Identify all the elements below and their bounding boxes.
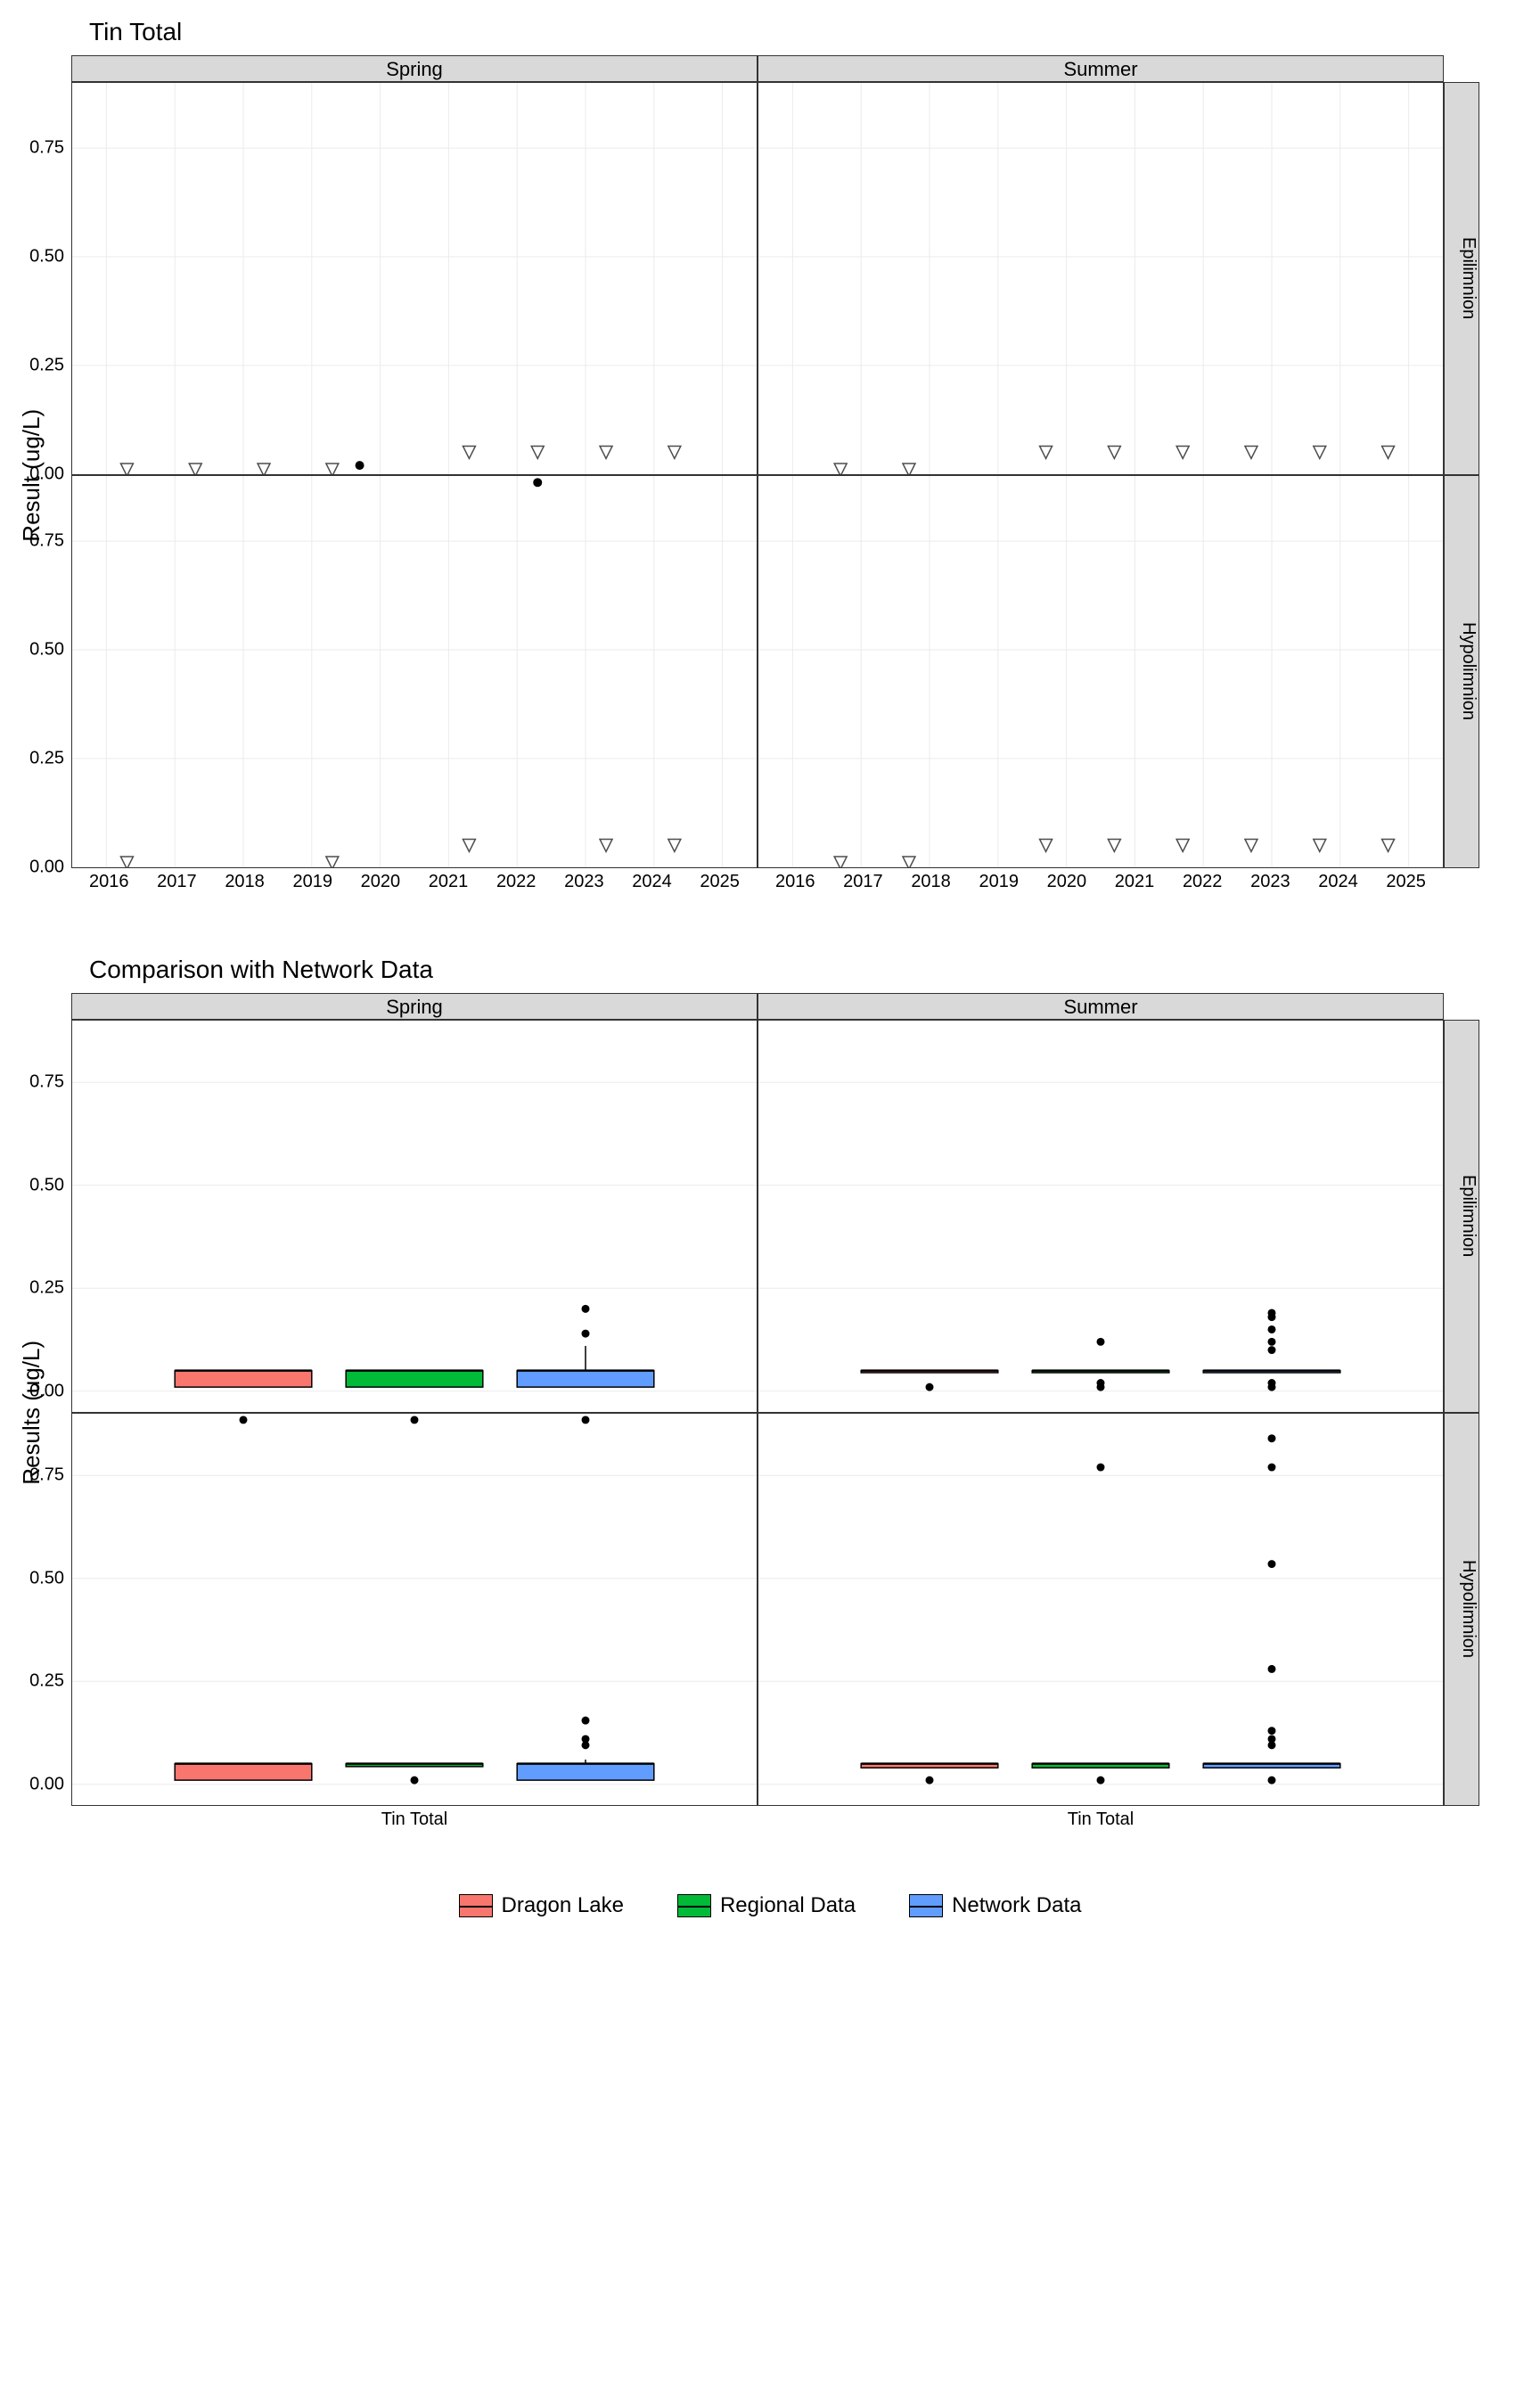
panel2-spring-epi: 0.000.250.500.75 — [71, 1020, 758, 1413]
chart1-xaxis-right: 2016201720182019202020212022202320242025 — [758, 868, 1444, 904]
chart2-col-spring: Spring — [71, 993, 758, 1020]
legend-label: Regional Data — [720, 1893, 856, 1918]
panel2-summer-epi — [758, 1020, 1444, 1413]
chart-comparison: Comparison with Network Data Results (ug… — [18, 956, 1522, 1840]
chart1-col-summer: Summer — [758, 55, 1444, 82]
legend-item: Regional Data — [677, 1893, 856, 1918]
panel2-spring-hypo: 0.000.250.500.75 — [71, 1413, 758, 1806]
legend-item: Network Data — [909, 1893, 1081, 1918]
panel-spring-epi: 0.000.250.500.75 — [71, 82, 758, 475]
panel-spring-hypo: 0.000.250.500.75 — [71, 475, 758, 868]
legend-label: Network Data — [952, 1893, 1081, 1918]
chart1-row-epi: Epilimnion — [1444, 82, 1479, 475]
chart2-row-hypo: Hypolimnion — [1444, 1413, 1479, 1806]
chart1-title: Tin Total — [89, 18, 1522, 46]
chart1-xaxis-left: 2016201720182019202020212022202320242025 — [71, 868, 758, 904]
chart2-grid: Results (ug/L) Spring Summer Epilimnion … — [18, 993, 1479, 1840]
chart1-col-spring: Spring — [71, 55, 758, 82]
chart2-col-summer: Summer — [758, 993, 1444, 1020]
chart2-row-epi: Epilimnion — [1444, 1020, 1479, 1413]
legend-item: Dragon Lake — [459, 1893, 624, 1918]
panel-summer-epi — [758, 82, 1444, 475]
legend-label: Dragon Lake — [502, 1893, 624, 1918]
chart2-xaxis-right: Tin Total — [758, 1806, 1444, 1842]
chart2-xaxis-left: Tin Total — [71, 1806, 758, 1842]
chart2-title: Comparison with Network Data — [89, 956, 1522, 984]
chart1-grid: Result (ug/L) Spring Summer Epilimnion H… — [18, 55, 1479, 902]
chart-tin-total: Tin Total Result (ug/L) Spring Summer Ep… — [18, 18, 1522, 902]
panel2-summer-hypo — [758, 1413, 1444, 1806]
panel-summer-hypo — [758, 475, 1444, 868]
legend: Dragon Lake Regional Data Network Data — [18, 1893, 1522, 1918]
chart1-row-hypo: Hypolimnion — [1444, 475, 1479, 868]
